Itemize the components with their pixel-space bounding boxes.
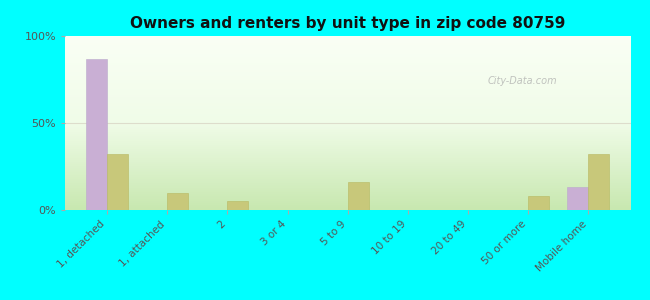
- Bar: [588, 154, 610, 210]
- Bar: [227, 201, 248, 210]
- Title: Owners and renters by unit type in zip code 80759: Owners and renters by unit type in zip c…: [130, 16, 566, 31]
- Bar: [167, 193, 188, 210]
- Bar: [567, 188, 588, 210]
- Bar: [107, 154, 128, 210]
- Bar: [86, 58, 107, 210]
- Bar: [528, 196, 549, 210]
- Text: City-Data.com: City-Data.com: [488, 76, 557, 86]
- Bar: [348, 182, 369, 210]
